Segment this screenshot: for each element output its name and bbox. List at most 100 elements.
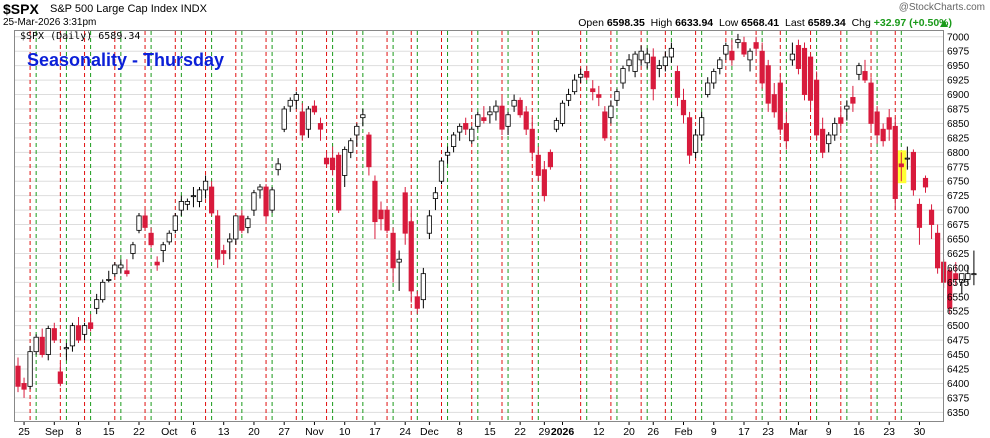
candle [414, 291, 420, 315]
candle-body [293, 94, 299, 101]
candle [227, 233, 233, 260]
candle [632, 51, 638, 78]
high-label: High [650, 17, 673, 29]
x-axis: 25 Sep 8 15 22 Oct 6 13 20 27 Nov 10 17 24 Dec 8 15 22 29 2… [18, 421, 925, 438]
candle-body [922, 177, 929, 188]
candle-body [69, 325, 76, 347]
candle [438, 158, 445, 185]
candle-body [63, 347, 69, 350]
candle [620, 65, 626, 89]
y-tick-label: 6425 [947, 365, 970, 376]
candle-body [317, 123, 324, 130]
candle-body [753, 42, 759, 49]
candle [910, 149, 917, 196]
y-tick-label: 6400 [947, 379, 970, 390]
candle-body [336, 154, 342, 211]
candle [928, 204, 935, 239]
candle [384, 207, 390, 234]
up-arrow-icon [940, 20, 948, 27]
candle-body [765, 65, 771, 104]
candle [475, 111, 481, 130]
y-tick-label: 6725 [947, 191, 970, 202]
candle [317, 117, 324, 141]
candle [342, 146, 348, 187]
candle [626, 54, 632, 72]
x-tick-label: 16 [853, 426, 865, 438]
candle [838, 106, 844, 130]
candle-body [221, 250, 227, 254]
candle [614, 88, 620, 107]
candle [880, 123, 886, 147]
candle-body [838, 117, 844, 124]
candle-body [747, 50, 753, 61]
candle-body [493, 105, 499, 113]
candle-body [511, 99, 517, 107]
candle [832, 117, 838, 141]
candle-body [541, 169, 547, 197]
candle-body [45, 328, 51, 355]
candle [75, 317, 82, 343]
candle-body [208, 186, 215, 214]
candle-body [100, 281, 106, 301]
candle-body [227, 238, 233, 243]
open-label: Open [578, 17, 604, 29]
candle [481, 106, 487, 124]
low-label: Low [718, 17, 739, 29]
candle [245, 215, 251, 234]
candle-body [959, 273, 965, 283]
y-tick-label: 6775 [947, 162, 970, 173]
candle-body [257, 186, 263, 191]
candle-body [251, 192, 257, 211]
candle-body [348, 140, 354, 153]
candle [922, 175, 929, 193]
candle [578, 68, 584, 83]
candle [693, 129, 699, 159]
y-tick-label: 6625 [947, 249, 970, 260]
candle [39, 328, 45, 358]
candle [789, 42, 796, 66]
candle [154, 256, 160, 271]
candle [553, 117, 560, 133]
candle-body [680, 99, 687, 116]
candle [499, 97, 505, 135]
candle-body [801, 47, 808, 95]
candle [124, 259, 130, 277]
candle [747, 48, 753, 72]
candle [251, 189, 257, 216]
y-tick-label: 6950 [947, 61, 970, 72]
x-tick-label: Feb [674, 426, 692, 438]
candle-body [626, 59, 632, 67]
candle [208, 181, 215, 216]
candle-body [886, 117, 892, 130]
candle [378, 201, 384, 231]
x-tick-label: 13 [218, 426, 230, 438]
candle-body [463, 123, 469, 130]
candle-body [426, 215, 433, 234]
candle [511, 94, 517, 112]
candle-body [590, 88, 596, 93]
candle [729, 39, 735, 66]
candle [305, 106, 312, 138]
y-tick-label: 6675 [947, 220, 970, 231]
candle [590, 80, 596, 101]
candle-body [94, 299, 100, 309]
candle [650, 48, 656, 101]
candle-body [354, 125, 360, 136]
candle [868, 77, 874, 130]
candle-body [130, 244, 136, 254]
candle-body [154, 261, 160, 266]
candle [239, 210, 245, 234]
chg-label: Chg [851, 17, 871, 29]
candle-body [75, 325, 82, 341]
candle [323, 152, 330, 167]
y-tick-label: 6825 [947, 133, 970, 144]
candle-body [717, 59, 723, 69]
x-tick-label: 15 [484, 426, 496, 438]
x-tick-label: Dec [420, 426, 439, 438]
candle-body [33, 336, 39, 353]
y-tick-label: 6850 [947, 119, 970, 130]
candle-body [408, 221, 414, 292]
candle [505, 111, 511, 135]
candle-body [632, 53, 638, 72]
candle [674, 65, 681, 107]
